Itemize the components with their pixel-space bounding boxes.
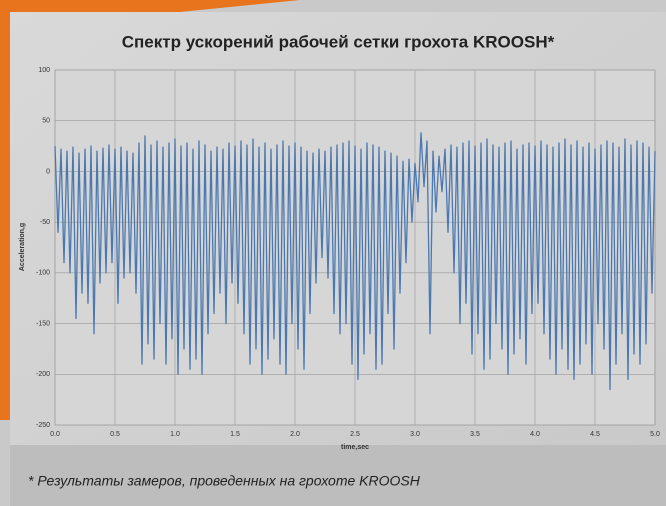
x-tick-label: 4.0 xyxy=(530,431,540,438)
y-tick-label: -200 xyxy=(36,371,50,378)
x-tick-label: 1.0 xyxy=(170,431,180,438)
x-axis-label: time,sec xyxy=(341,444,369,451)
y-tick-label: 100 xyxy=(38,67,50,74)
y-axis-label: Acceleration,g xyxy=(19,223,26,271)
x-tick-label: 2.5 xyxy=(350,431,360,438)
y-tick-label: -50 xyxy=(40,219,50,226)
x-tick-label: 5.0 xyxy=(650,431,660,438)
signal-line xyxy=(54,132,656,391)
x-tick-label: 0.0 xyxy=(50,431,60,438)
x-tick-label: 4.5 xyxy=(590,431,600,438)
x-tick-label: 3.0 xyxy=(410,431,420,438)
chart-title: Спектр ускорений рабочей сетки грохота K… xyxy=(122,32,555,51)
y-tick-label: 0 xyxy=(46,168,50,175)
x-tick-label: 0.5 xyxy=(110,431,120,438)
x-tick-label: 1.5 xyxy=(230,431,240,438)
x-tick-label: 3.5 xyxy=(470,431,480,438)
y-tick-label: 50 xyxy=(42,118,50,125)
y-tick-label: -250 xyxy=(36,422,50,429)
note-panel xyxy=(10,445,666,506)
x-tick-label: 2.0 xyxy=(290,431,300,438)
footnote: * Результаты замеров, проведенных на гро… xyxy=(28,473,421,489)
y-tick-label: -150 xyxy=(36,320,50,327)
y-tick-label: -100 xyxy=(36,270,50,277)
